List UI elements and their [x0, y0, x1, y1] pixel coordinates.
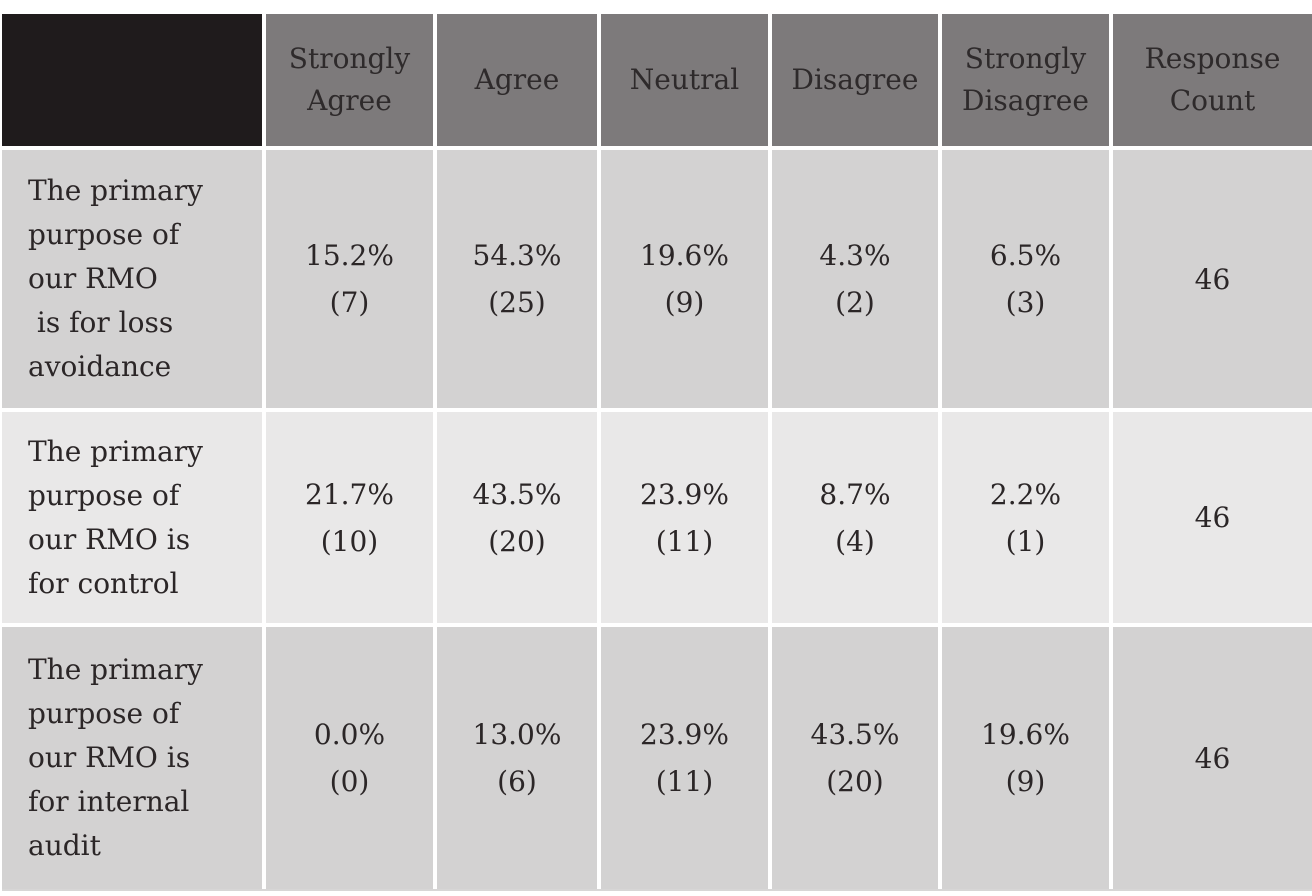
answer-percent: 43.5% — [810, 718, 900, 751]
answer-count: (20) — [826, 765, 884, 798]
answer-cell: 54.3% (25) — [437, 150, 597, 408]
answer-count: (10) — [320, 524, 379, 558]
answer-percent: 23.9% — [640, 718, 729, 751]
answer-percent: 13.0% — [472, 718, 562, 751]
answer-cell: 6.5% (3) — [942, 150, 1109, 408]
answer-cell: 4.3% (2) — [772, 150, 938, 408]
answer-cell: 21.7% (10) — [266, 412, 433, 623]
header-cell-neutral: Neutral — [601, 14, 768, 146]
header-cell-strongly-agree: Strongly Agree — [266, 14, 433, 146]
answer-count: (0) — [329, 765, 370, 798]
question-cell: The primary purpose of our RMO is for in… — [2, 627, 262, 889]
answer-count: (9) — [664, 286, 705, 319]
survey-results-table: Strongly Agree Agree Neutral Disagree St… — [2, 14, 1312, 891]
response-count-cell: 46 — [1113, 150, 1312, 408]
answer-cell: 43.5% (20) — [772, 627, 938, 889]
answer-cell: 43.5% (20) — [437, 412, 597, 623]
answer-percent: 23.9% — [640, 477, 729, 511]
question-cell: The primary purpose of our RMO is for lo… — [2, 150, 262, 408]
answer-count: (2) — [835, 286, 875, 319]
answer-percent: 4.3% — [819, 239, 891, 272]
answer-percent: 54.3% — [472, 239, 562, 272]
answer-percent: 0.0% — [313, 718, 386, 751]
answer-count: (20) — [488, 524, 546, 558]
answer-percent: 15.2% — [305, 239, 394, 272]
answer-count: (3) — [1005, 286, 1046, 319]
answer-percent: 19.6% — [981, 718, 1070, 751]
answer-percent: 43.5% — [472, 477, 562, 511]
answer-cell: 15.2% (7) — [266, 150, 433, 408]
answer-cell: 19.6% (9) — [601, 150, 768, 408]
response-count-cell: 46 — [1113, 627, 1312, 889]
answer-count: (9) — [1005, 765, 1046, 798]
table-bottom-hairline — [2, 889, 1312, 891]
answer-percent: 2.2% — [989, 477, 1062, 511]
answer-cell: 23.9% (11) — [601, 412, 768, 623]
header-corner-cell — [2, 14, 262, 146]
answer-count: (4) — [835, 524, 875, 558]
answer-count: (7) — [329, 286, 370, 319]
header-cell-disagree: Disagree — [772, 14, 938, 146]
answer-count: (25) — [488, 286, 546, 319]
answer-cell: 19.6% (9) — [942, 627, 1109, 889]
answer-cell: 8.7% (4) — [772, 412, 938, 623]
table-grid: Strongly Agree Agree Neutral Disagree St… — [2, 14, 1312, 889]
answer-percent: 19.6% — [640, 239, 729, 272]
header-cell-agree: Agree — [437, 14, 597, 146]
answer-count: (1) — [1005, 524, 1046, 558]
answer-count: (11) — [655, 765, 714, 798]
answer-cell: 13.0% (6) — [437, 627, 597, 889]
answer-cell: 23.9% (11) — [601, 627, 768, 889]
question-cell: The primary purpose of our RMO is for co… — [2, 412, 262, 623]
header-cell-strongly-disagree: Strongly Disagree — [942, 14, 1109, 146]
answer-percent: 21.7% — [305, 477, 394, 511]
answer-percent: 6.5% — [989, 239, 1062, 272]
answer-count: (6) — [497, 765, 537, 798]
answer-cell: 0.0% (0) — [266, 627, 433, 889]
answer-cell: 2.2% (1) — [942, 412, 1109, 623]
response-count-cell: 46 — [1113, 412, 1312, 623]
answer-percent: 8.7% — [819, 477, 891, 511]
header-cell-response-count: Response Count — [1113, 14, 1312, 146]
answer-count: (11) — [655, 524, 714, 558]
